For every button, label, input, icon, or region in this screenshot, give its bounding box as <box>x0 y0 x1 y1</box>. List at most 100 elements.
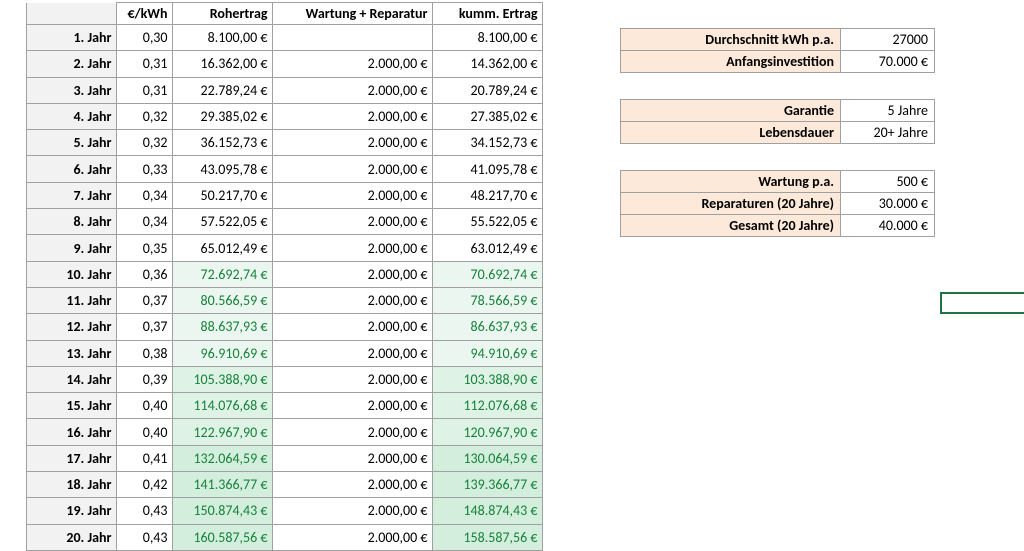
cell-kumm-ertrag[interactable]: 34.152,73 € <box>432 130 542 156</box>
row-header-year[interactable]: 12. Jahr <box>26 314 116 340</box>
cell-kumm-ertrag[interactable]: 112.076,68 € <box>432 393 542 419</box>
cell-kumm-ertrag[interactable]: 78.566,59 € <box>432 287 542 313</box>
cell-wartung[interactable]: 2.000,00 € <box>272 393 432 419</box>
row-header-year[interactable]: 9. Jahr <box>26 235 116 261</box>
cell-ekwh[interactable]: 0,33 <box>116 156 172 182</box>
cell-kumm-ertrag[interactable]: 14.362,00 € <box>432 51 542 77</box>
cell-wartung[interactable]: 2.000,00 € <box>272 156 432 182</box>
cell-wartung[interactable]: 2.000,00 € <box>272 498 432 524</box>
cell-wartung[interactable]: 2.000,00 € <box>272 419 432 445</box>
cell-rohertrag[interactable]: 36.152,73 € <box>172 130 272 156</box>
side-value[interactable]: 20+ Jahre <box>841 122 935 144</box>
cell-wartung[interactable]: 2.000,00 € <box>272 77 432 103</box>
cell-rohertrag[interactable]: 22.789,24 € <box>172 77 272 103</box>
cell-kumm-ertrag[interactable]: 48.217,70 € <box>432 182 542 208</box>
row-header-year[interactable]: 10. Jahr <box>26 261 116 287</box>
cell-ekwh[interactable]: 0,37 <box>116 287 172 313</box>
cell-kumm-ertrag[interactable]: 20.789,24 € <box>432 77 542 103</box>
cell-rohertrag[interactable]: 29.385,02 € <box>172 103 272 129</box>
cell-rohertrag[interactable]: 72.692,74 € <box>172 261 272 287</box>
cell-ekwh[interactable]: 0,43 <box>116 524 172 550</box>
cell-kumm-ertrag[interactable]: 27.385,02 € <box>432 103 542 129</box>
active-cell-selection[interactable] <box>940 292 1024 314</box>
cell-kumm-ertrag[interactable]: 70.692,74 € <box>432 261 542 287</box>
cell-ekwh[interactable]: 0,32 <box>116 103 172 129</box>
row-header-year[interactable]: 15. Jahr <box>26 393 116 419</box>
row-header-year[interactable]: 19. Jahr <box>26 498 116 524</box>
cell-ekwh[interactable]: 0,43 <box>116 498 172 524</box>
cell-ekwh[interactable]: 0,30 <box>116 25 172 51</box>
cell-ekwh[interactable]: 0,36 <box>116 261 172 287</box>
cell-ekwh[interactable]: 0,38 <box>116 340 172 366</box>
cell-rohertrag[interactable]: 96.910,69 € <box>172 340 272 366</box>
col-header-wartung[interactable]: Wartung + Reparatur <box>272 3 432 25</box>
cell-rohertrag[interactable]: 132.064,59 € <box>172 445 272 471</box>
cell-wartung[interactable]: 2.000,00 € <box>272 472 432 498</box>
row-header-year[interactable]: 1. Jahr <box>26 25 116 51</box>
side-value[interactable]: 5 Jahre <box>841 100 935 122</box>
cell-rohertrag[interactable]: 114.076,68 € <box>172 393 272 419</box>
cell-kumm-ertrag[interactable]: 63.012,49 € <box>432 235 542 261</box>
cell-rohertrag[interactable]: 122.967,90 € <box>172 419 272 445</box>
row-header-year[interactable]: 18. Jahr <box>26 472 116 498</box>
cell-rohertrag[interactable]: 150.874,43 € <box>172 498 272 524</box>
cell-kumm-ertrag[interactable]: 120.967,90 € <box>432 419 542 445</box>
cell-kumm-ertrag[interactable]: 139.366,77 € <box>432 472 542 498</box>
side-label[interactable]: Garantie <box>621 100 841 122</box>
cell-rohertrag[interactable]: 50.217,70 € <box>172 182 272 208</box>
cell-kumm-ertrag[interactable]: 148.874,43 € <box>432 498 542 524</box>
cell-ekwh[interactable]: 0,41 <box>116 445 172 471</box>
cell-kumm-ertrag[interactable]: 55.522,05 € <box>432 209 542 235</box>
cell-kumm-ertrag[interactable]: 130.064,59 € <box>432 445 542 471</box>
row-header-year[interactable]: 14. Jahr <box>26 366 116 392</box>
side-label[interactable]: Wartung p.a. <box>621 171 841 193</box>
side-value[interactable]: 30.000 € <box>841 193 935 215</box>
cell-ekwh[interactable]: 0,34 <box>116 209 172 235</box>
row-header-year[interactable]: 4. Jahr <box>26 103 116 129</box>
cell-ekwh[interactable]: 0,42 <box>116 472 172 498</box>
col-header-kumm[interactable]: kumm. Ertrag <box>432 3 542 25</box>
cell-wartung[interactable] <box>272 25 432 51</box>
cell-wartung[interactable]: 2.000,00 € <box>272 103 432 129</box>
cell-kumm-ertrag[interactable]: 41.095,78 € <box>432 156 542 182</box>
cell-rohertrag[interactable]: 88.637,93 € <box>172 314 272 340</box>
row-header-year[interactable]: 17. Jahr <box>26 445 116 471</box>
cell-wartung[interactable]: 2.000,00 € <box>272 235 432 261</box>
cell-kumm-ertrag[interactable]: 86.637,93 € <box>432 314 542 340</box>
cell-ekwh[interactable]: 0,39 <box>116 366 172 392</box>
cell-kumm-ertrag[interactable]: 8.100,00 € <box>432 25 542 51</box>
cell-wartung[interactable]: 2.000,00 € <box>272 209 432 235</box>
cell-ekwh[interactable]: 0,37 <box>116 314 172 340</box>
cell-rohertrag[interactable]: 43.095,78 € <box>172 156 272 182</box>
cell-ekwh[interactable]: 0,32 <box>116 130 172 156</box>
cell-rohertrag[interactable]: 8.100,00 € <box>172 25 272 51</box>
cell-wartung[interactable]: 2.000,00 € <box>272 524 432 550</box>
cell-ekwh[interactable]: 0,40 <box>116 419 172 445</box>
cell-wartung[interactable]: 2.000,00 € <box>272 287 432 313</box>
side-value[interactable]: 500 € <box>841 171 935 193</box>
col-header-ekwh[interactable]: €/kWh <box>116 3 172 25</box>
cell-rohertrag[interactable]: 160.587,56 € <box>172 524 272 550</box>
cell-ekwh[interactable]: 0,34 <box>116 182 172 208</box>
row-header-year[interactable]: 16. Jahr <box>26 419 116 445</box>
side-value[interactable]: 27000 <box>841 29 935 51</box>
row-header-year[interactable]: 3. Jahr <box>26 77 116 103</box>
cell-wartung[interactable]: 2.000,00 € <box>272 182 432 208</box>
cell-ekwh[interactable]: 0,31 <box>116 51 172 77</box>
side-value[interactable]: 40.000 € <box>841 215 935 237</box>
side-label[interactable]: Durchschnitt kWh p.a. <box>621 29 841 51</box>
row-header-year[interactable]: 6. Jahr <box>26 156 116 182</box>
row-header-year[interactable]: 2. Jahr <box>26 51 116 77</box>
cell-rohertrag[interactable]: 105.388,90 € <box>172 366 272 392</box>
side-label[interactable]: Reparaturen (20 Jahre) <box>621 193 841 215</box>
side-label[interactable]: Lebensdauer <box>621 122 841 144</box>
row-header-year[interactable]: 20. Jahr <box>26 524 116 550</box>
row-header-year[interactable]: 5. Jahr <box>26 130 116 156</box>
cell-wartung[interactable]: 2.000,00 € <box>272 366 432 392</box>
cell-rohertrag[interactable]: 141.366,77 € <box>172 472 272 498</box>
cell-kumm-ertrag[interactable]: 158.587,56 € <box>432 524 542 550</box>
cell-wartung[interactable]: 2.000,00 € <box>272 340 432 366</box>
cell-rohertrag[interactable]: 16.362,00 € <box>172 51 272 77</box>
cell-ekwh[interactable]: 0,40 <box>116 393 172 419</box>
side-label[interactable]: Gesamt (20 Jahre) <box>621 215 841 237</box>
